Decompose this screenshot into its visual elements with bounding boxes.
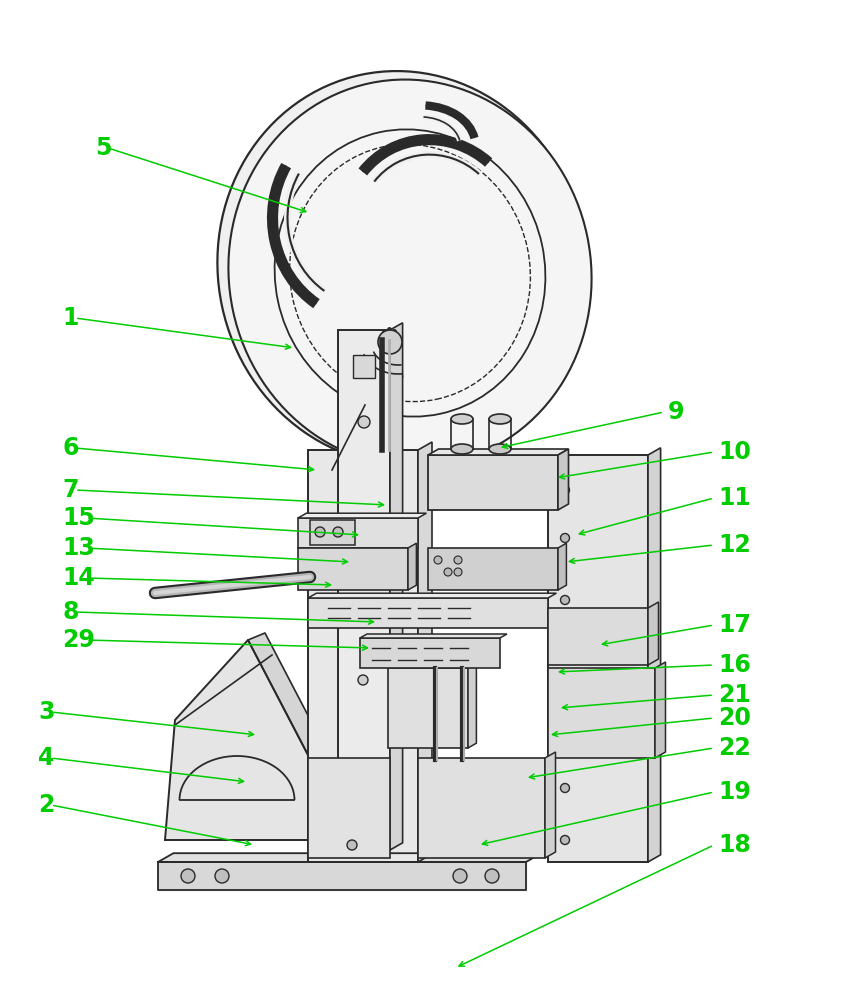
- Text: 22: 22: [718, 736, 750, 760]
- Polygon shape: [388, 668, 468, 748]
- Text: 17: 17: [718, 613, 751, 637]
- Polygon shape: [310, 520, 355, 545]
- Circle shape: [561, 486, 569, 494]
- Polygon shape: [648, 602, 658, 665]
- Circle shape: [358, 675, 368, 685]
- Polygon shape: [428, 548, 558, 590]
- Polygon shape: [360, 634, 507, 638]
- Polygon shape: [248, 633, 325, 840]
- Polygon shape: [548, 455, 648, 862]
- Polygon shape: [418, 758, 545, 858]
- Text: 6: 6: [62, 436, 79, 460]
- Text: 1: 1: [62, 306, 79, 330]
- Circle shape: [358, 416, 370, 428]
- Text: 7: 7: [62, 478, 79, 502]
- Ellipse shape: [451, 414, 473, 424]
- Circle shape: [358, 615, 368, 625]
- Circle shape: [378, 330, 402, 354]
- Text: 3: 3: [38, 700, 54, 724]
- Polygon shape: [158, 853, 541, 862]
- Text: 19: 19: [718, 780, 751, 804]
- Polygon shape: [648, 448, 661, 862]
- Text: 16: 16: [718, 653, 751, 677]
- Polygon shape: [558, 543, 567, 590]
- Polygon shape: [428, 455, 558, 510]
- Text: 4: 4: [38, 746, 54, 770]
- Text: 14: 14: [62, 566, 95, 590]
- Circle shape: [561, 724, 569, 732]
- Polygon shape: [308, 758, 390, 858]
- Circle shape: [454, 556, 462, 564]
- Text: 18: 18: [718, 833, 751, 857]
- Polygon shape: [338, 330, 390, 850]
- Polygon shape: [158, 862, 526, 890]
- Ellipse shape: [451, 444, 473, 454]
- Polygon shape: [308, 598, 548, 628]
- Ellipse shape: [489, 444, 511, 454]
- Circle shape: [561, 534, 569, 542]
- Polygon shape: [548, 668, 655, 758]
- Polygon shape: [558, 449, 568, 510]
- Text: 5: 5: [95, 136, 112, 160]
- Polygon shape: [308, 450, 418, 862]
- Circle shape: [333, 527, 343, 537]
- Polygon shape: [298, 513, 426, 518]
- Text: 13: 13: [62, 536, 95, 560]
- Ellipse shape: [218, 71, 587, 465]
- Circle shape: [444, 568, 452, 576]
- Circle shape: [561, 836, 569, 844]
- Circle shape: [434, 556, 442, 564]
- Circle shape: [561, 784, 569, 792]
- Text: 2: 2: [38, 793, 54, 817]
- Text: 21: 21: [718, 683, 750, 707]
- Polygon shape: [308, 593, 556, 598]
- Polygon shape: [545, 752, 556, 858]
- Circle shape: [181, 869, 195, 883]
- Circle shape: [315, 527, 325, 537]
- Ellipse shape: [489, 414, 511, 424]
- Circle shape: [485, 869, 499, 883]
- Polygon shape: [655, 662, 666, 758]
- Circle shape: [347, 840, 357, 850]
- Polygon shape: [468, 663, 476, 748]
- Circle shape: [358, 555, 368, 565]
- Text: 12: 12: [718, 533, 750, 557]
- Text: 15: 15: [62, 506, 95, 530]
- Circle shape: [561, 644, 569, 652]
- Polygon shape: [408, 543, 417, 590]
- Polygon shape: [390, 323, 402, 850]
- Circle shape: [454, 568, 462, 576]
- Polygon shape: [298, 548, 408, 590]
- Polygon shape: [428, 449, 568, 455]
- Polygon shape: [165, 640, 308, 840]
- Polygon shape: [298, 518, 418, 548]
- Text: 9: 9: [668, 400, 684, 424]
- Circle shape: [561, 595, 569, 604]
- Circle shape: [453, 869, 467, 883]
- Circle shape: [215, 869, 229, 883]
- Polygon shape: [418, 442, 432, 862]
- Text: 29: 29: [62, 628, 95, 652]
- Ellipse shape: [229, 80, 591, 466]
- Polygon shape: [353, 355, 375, 378]
- Text: 11: 11: [718, 486, 750, 510]
- Text: 20: 20: [718, 706, 751, 730]
- Text: 10: 10: [718, 440, 751, 464]
- Text: 8: 8: [62, 600, 79, 624]
- Polygon shape: [548, 608, 648, 665]
- Polygon shape: [360, 638, 500, 668]
